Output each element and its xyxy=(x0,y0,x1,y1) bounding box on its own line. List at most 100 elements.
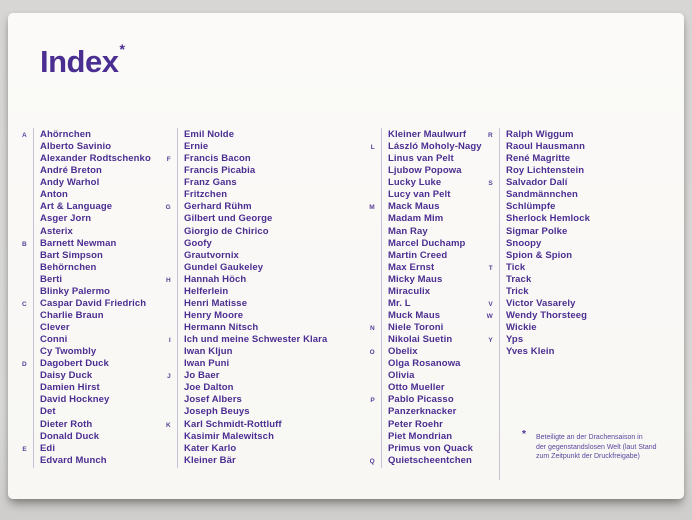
letter-marker: V xyxy=(488,300,493,308)
index-entry: E Edi xyxy=(9,443,151,455)
entry-name: Conni xyxy=(40,334,68,346)
letter-marker: B xyxy=(22,240,27,248)
entry-name: Otto Mueller xyxy=(388,382,445,394)
entry-name: Ernie xyxy=(184,141,209,153)
index-page: Index* A Ahörnchen Alberto Savinio Alexande… xyxy=(8,13,684,499)
index-entry: Fritzchen xyxy=(153,189,327,201)
entry-name: Primus von Quack xyxy=(388,442,474,454)
letter-marker: F xyxy=(166,156,171,164)
entry-name: Joe Dalton xyxy=(184,382,234,394)
letter-marker: T xyxy=(488,264,493,272)
index-entry: Asger Jorn xyxy=(9,213,151,225)
index-entry: G Gerhard Rühm xyxy=(153,201,327,213)
entry-name: Gerhard Rühm xyxy=(184,201,252,213)
index-entry: Muck Maus xyxy=(357,310,482,322)
entry-name: Blinky Palermo xyxy=(40,285,111,297)
index-entry: H Hannah Höch xyxy=(153,274,327,286)
entry-name: Salvador Dalí xyxy=(506,177,568,189)
entry-name: Madam Mim xyxy=(388,213,444,225)
letter-marker: P xyxy=(370,397,375,405)
letter-marker: W xyxy=(486,312,493,320)
entry-name: Gilbert und George xyxy=(184,213,273,225)
entry-name: Art & Language xyxy=(40,201,113,213)
entry-name: René Magritte xyxy=(506,153,571,165)
index-entry: Iwan Puni xyxy=(153,358,327,370)
index-entry: Wickie xyxy=(475,322,590,334)
letter-marker: S xyxy=(488,180,493,188)
entry-name: Lucky Luke xyxy=(388,177,442,189)
index-column-2: Emil Nolde Ernie F Francis Bacon Francis Pic… xyxy=(153,129,328,467)
entry-name: Sandmännchen xyxy=(506,189,578,201)
index-entry: Giorgio de Chirico xyxy=(153,226,327,238)
index-entry: O Obelix xyxy=(357,346,482,358)
entry-name: Mr. L xyxy=(388,297,411,309)
index-entry: Art & Language xyxy=(9,201,151,213)
entry-name: Marcel Duchamp xyxy=(388,237,466,249)
column-rule-4 xyxy=(499,128,500,480)
index-entry: W Wendy Thorsteeg xyxy=(475,310,590,322)
index-entry: Y Yps xyxy=(475,334,590,346)
entry-name: Micky Maus xyxy=(388,273,443,285)
index-entry: Asterix xyxy=(9,226,151,238)
index-entry: Iwan Kljun xyxy=(153,346,327,358)
index-entry: J Jo Baer xyxy=(153,370,327,382)
index-entry: Olga Rosanowa xyxy=(357,358,482,370)
entry-name: Hermann Nitsch xyxy=(184,322,259,333)
index-entry: I Ich und meine Schwester Klara xyxy=(153,334,327,346)
letter-marker: J xyxy=(167,373,171,381)
index-entry: Damien Hirst xyxy=(9,382,151,394)
column-rule-3 xyxy=(381,128,382,468)
entry-name: Mack Maus xyxy=(388,201,440,213)
entry-name: Panzerknacker xyxy=(388,406,457,418)
entry-name: Berti xyxy=(40,273,63,285)
page-title-text: Index xyxy=(40,44,119,79)
entry-name: André Breton xyxy=(40,165,102,177)
index-entry: Behörnchen xyxy=(9,262,151,274)
entry-name: Ahörnchen xyxy=(40,129,92,140)
index-entry: V Victor Vasarely xyxy=(475,298,590,310)
index-entry: Cy Twombly xyxy=(9,346,151,358)
index-entry: Otto Mueller xyxy=(357,382,482,394)
letter-marker: L xyxy=(370,144,375,152)
index-entry: Grautvornix xyxy=(153,250,327,262)
index-entry: T Tick xyxy=(475,262,590,274)
letter-marker: E xyxy=(22,445,27,453)
entry-name: Piet Mondrian xyxy=(388,430,453,442)
index-entry: Gilbert und George xyxy=(153,213,327,225)
index-entry: Alexander Rodtschenko xyxy=(9,153,151,165)
letter-marker: R xyxy=(488,132,493,139)
entry-name: Olivia xyxy=(388,370,415,382)
index-entry: Roy Lichtenstein xyxy=(475,165,590,177)
index-entry: Marcel Duchamp xyxy=(357,238,482,250)
entry-name: Dieter Roth xyxy=(40,418,93,430)
entry-name: Goofy xyxy=(184,237,212,249)
entry-name: Francis Bacon xyxy=(184,153,251,165)
index-entry: Primus von Quack xyxy=(357,443,482,455)
entry-name: Helferlein xyxy=(184,285,229,297)
entry-name: Raoul Hausmann xyxy=(506,141,585,153)
index-entry: Schlümpfe xyxy=(475,201,590,213)
index-entry: Yves Klein xyxy=(475,346,590,358)
entry-name: Martin Creed xyxy=(388,249,448,261)
entry-name: Dagobert Duck xyxy=(40,358,109,370)
entry-name: Cy Twombly xyxy=(40,346,97,358)
index-entry: Kater Karlo xyxy=(153,443,327,455)
entry-name: Kleiner Bär xyxy=(184,454,236,466)
entry-name: Asger Jorn xyxy=(40,213,92,225)
entry-name: Peter Roehr xyxy=(388,418,443,430)
entry-name: Snoopy xyxy=(506,237,542,249)
index-entry: Bart Simpson xyxy=(9,250,151,262)
entry-name: Olga Rosanowa xyxy=(388,358,461,370)
entry-name: David Hockney xyxy=(40,394,110,406)
entry-name: Giorgio de Chirico xyxy=(184,225,269,237)
index-entry: Dieter Roth xyxy=(9,419,151,431)
index-entry: Blinky Palermo xyxy=(9,286,151,298)
index-entry: Berti xyxy=(9,274,151,286)
entry-name: Jo Baer xyxy=(184,370,220,382)
entry-name: Det xyxy=(40,406,56,418)
entry-name: Yves Klein xyxy=(506,346,555,358)
footnote-asterisk: * xyxy=(522,429,526,440)
index-entry: Franz Gans xyxy=(153,177,327,189)
column-rule-1 xyxy=(33,128,34,468)
letter-marker: D xyxy=(22,361,27,369)
